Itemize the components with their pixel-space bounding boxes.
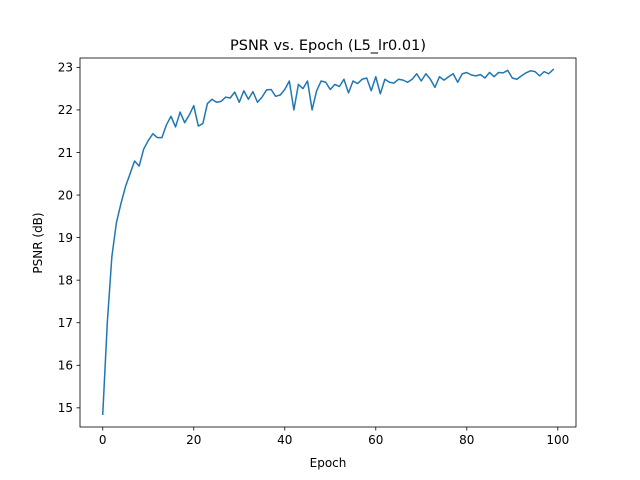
plot-area [101, 68, 555, 416]
y-tick-label: 23 [58, 61, 73, 75]
series-line-0 [101, 68, 555, 416]
x-tick-label: 80 [459, 433, 474, 447]
y-tick-label: 17 [58, 316, 73, 330]
chart-title: PSNR vs. Epoch (L5_lr0.01) [230, 38, 426, 54]
axes: 0 20 40 60 80 100 15 16 17 18 19 20 21 22 23 [58, 57, 577, 447]
y-tick-label: 21 [58, 146, 73, 160]
y-tick-label: 19 [58, 231, 73, 245]
y-tick-label: 22 [58, 103, 73, 117]
y-tick-label: 18 [58, 273, 73, 287]
x-tick-label: 60 [368, 433, 383, 447]
x-tick-label: 0 [99, 433, 107, 447]
y-axis-label: PSNR (dB) [31, 212, 45, 273]
y-tick-label: 20 [58, 188, 73, 202]
x-tick-label: 100 [546, 433, 569, 447]
axes-frame [79, 57, 577, 428]
x-tick-label: 40 [277, 433, 292, 447]
x-axis-label: Epoch [310, 456, 347, 470]
y-tick-label: 15 [58, 401, 73, 415]
y-tick-label: 16 [58, 359, 73, 373]
x-tick-label: 20 [186, 433, 201, 447]
